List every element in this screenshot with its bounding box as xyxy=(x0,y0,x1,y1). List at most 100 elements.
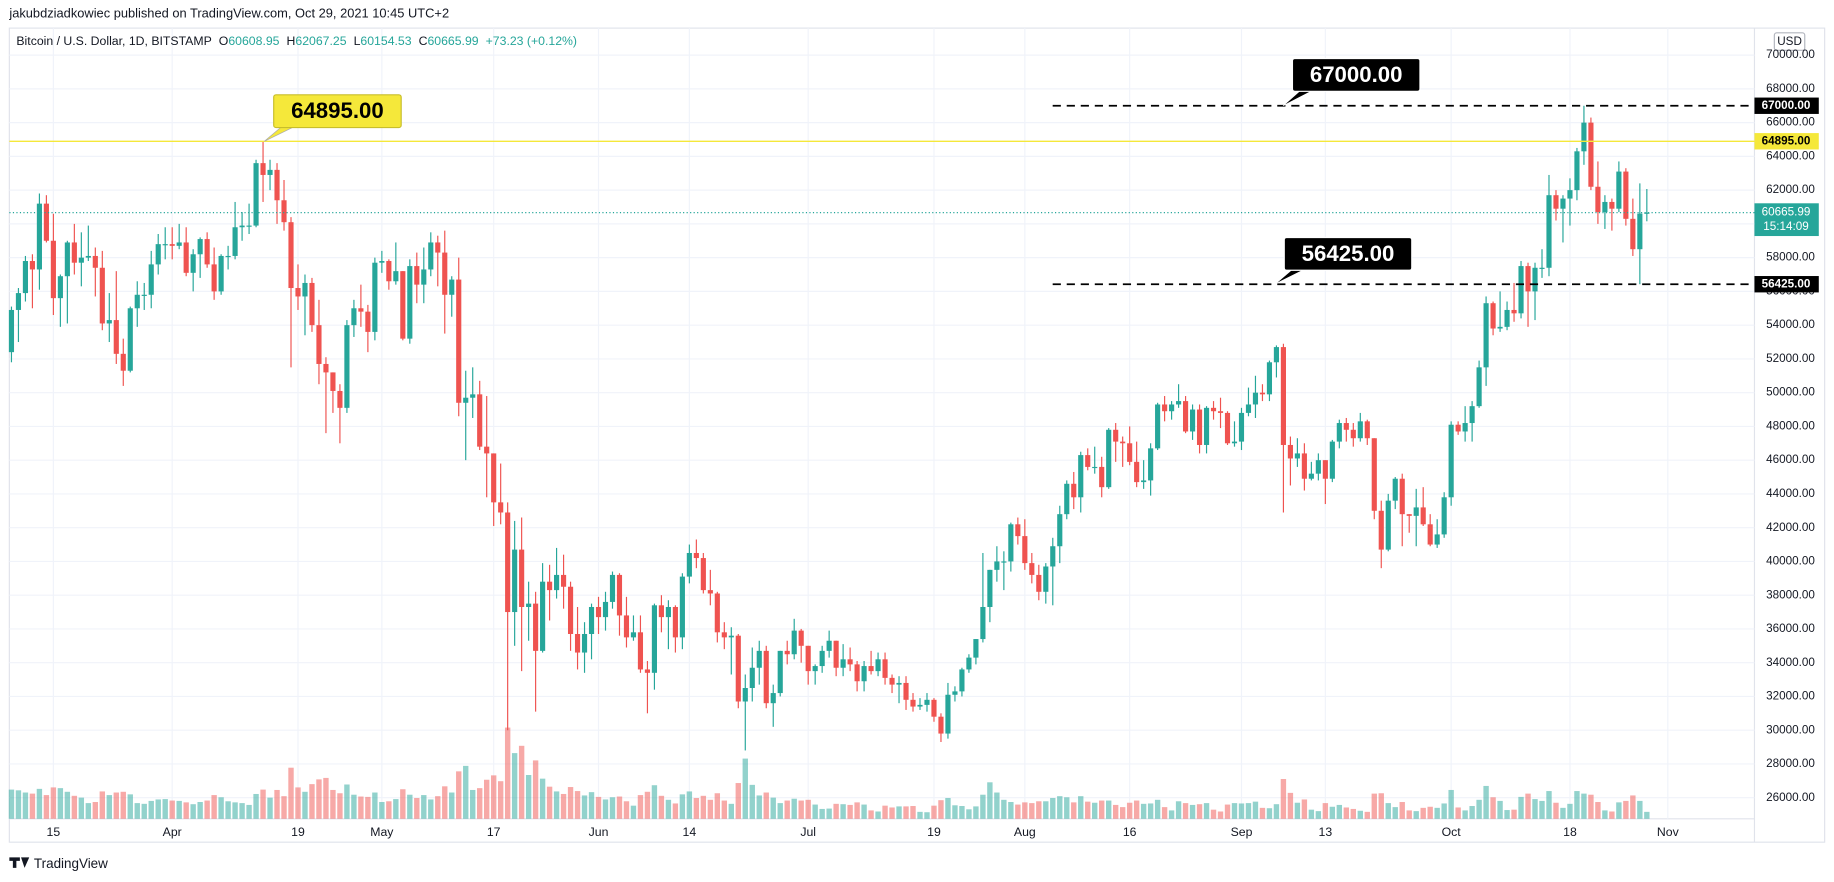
candle-body xyxy=(1176,401,1182,405)
level-badge xyxy=(1754,276,1819,293)
legend-close-label: C xyxy=(419,34,428,48)
volume-bar xyxy=(281,796,287,819)
volume-bar xyxy=(644,791,651,819)
candle-body xyxy=(1392,478,1398,501)
volume-bar xyxy=(1392,807,1398,819)
volume-bar xyxy=(50,787,57,819)
volume-bar xyxy=(1287,792,1294,819)
volume-bar xyxy=(889,807,895,819)
candle-body xyxy=(512,549,518,613)
volume-bar xyxy=(623,801,630,819)
volume-bar xyxy=(756,795,762,819)
candle-body xyxy=(1029,563,1035,575)
volume-bar xyxy=(372,792,378,819)
candle-body xyxy=(1371,438,1377,511)
candle-body xyxy=(1490,303,1496,329)
candle-body xyxy=(78,257,84,263)
volume-bar xyxy=(1133,800,1140,819)
volume-bar xyxy=(169,800,175,819)
candle-body xyxy=(428,242,434,270)
y-tick-label: 28000.00 xyxy=(1766,757,1815,770)
volume-bar xyxy=(1602,810,1608,819)
volume-bar xyxy=(1210,809,1217,819)
level-badge-label: 56425.00 xyxy=(1762,277,1811,290)
volume-bar xyxy=(1294,802,1301,819)
candle-body xyxy=(1483,303,1489,368)
candle-body xyxy=(1183,401,1189,432)
volume-bar xyxy=(1546,791,1552,819)
legend-change: +73.23 (+0.12%) xyxy=(486,34,577,48)
volume-bar xyxy=(924,812,930,819)
candle-body xyxy=(358,308,364,312)
candle-body xyxy=(288,222,294,289)
candle-body xyxy=(651,605,657,673)
volume-bar xyxy=(463,765,469,819)
volume-bar xyxy=(1008,802,1014,819)
volume-bar xyxy=(1064,797,1070,819)
volume-bar xyxy=(574,791,581,819)
volume-bar xyxy=(218,797,224,819)
candle-body xyxy=(183,242,189,273)
volume-bar xyxy=(351,794,357,819)
callout-box xyxy=(273,94,402,129)
candle-body xyxy=(952,691,958,695)
candle-body xyxy=(1113,429,1119,442)
volume-bar xyxy=(1036,801,1042,819)
candle-body xyxy=(938,716,944,734)
legend-open-label: O xyxy=(219,34,229,48)
candle-body xyxy=(1469,406,1475,424)
candle-body xyxy=(714,593,720,633)
volume-bar xyxy=(246,804,252,819)
volume-bar xyxy=(1420,807,1426,819)
candle-body xyxy=(463,397,469,403)
candle-body xyxy=(959,669,965,692)
candle-body xyxy=(1001,561,1007,563)
y-tick-label: 48000.00 xyxy=(1766,420,1815,433)
volume-bar xyxy=(952,805,958,819)
candle-body xyxy=(393,271,399,282)
candle-body xyxy=(176,242,182,246)
x-tick-label: 19 xyxy=(927,825,941,839)
candle-body xyxy=(784,650,790,655)
volume-bar xyxy=(700,795,707,819)
volume-bar xyxy=(798,800,804,819)
candle-body xyxy=(274,169,280,201)
candle-body xyxy=(113,320,119,354)
volume-bar xyxy=(1182,803,1189,819)
candle-body xyxy=(1399,478,1405,515)
volume-bar xyxy=(113,792,119,819)
candle-body xyxy=(1141,480,1147,483)
callout-label: 67000.00 xyxy=(1310,62,1403,87)
volume-bar xyxy=(840,804,846,819)
volume-bar xyxy=(686,791,693,819)
volume-bar xyxy=(29,793,36,819)
volume-bar xyxy=(770,797,776,819)
candle-body xyxy=(1595,186,1601,213)
volume-bar xyxy=(497,781,504,819)
volume-bar xyxy=(1567,803,1573,819)
volume-bar xyxy=(106,795,112,819)
volume-bar xyxy=(525,775,532,819)
candle-body xyxy=(1238,412,1245,442)
volume-bar xyxy=(435,796,441,819)
volume-bar xyxy=(721,800,728,819)
candle-body xyxy=(1259,392,1266,395)
volume-bar xyxy=(1112,804,1119,819)
candle-body xyxy=(777,650,783,694)
candle-body xyxy=(1336,423,1342,442)
volume-bar xyxy=(1322,803,1329,819)
volume-bar xyxy=(819,808,825,819)
volume-bar xyxy=(337,793,343,819)
candle-body xyxy=(1134,461,1140,483)
candle-body xyxy=(1455,424,1461,432)
candle-body xyxy=(323,363,329,373)
candle-body xyxy=(435,242,441,253)
candle-body xyxy=(295,288,301,297)
candle-body xyxy=(365,311,371,332)
volume-bar xyxy=(274,789,280,819)
volume-bar xyxy=(1140,803,1147,819)
volume-bar xyxy=(267,797,273,819)
volume-bar xyxy=(854,802,860,819)
volume-bar xyxy=(714,793,721,819)
volume-bar xyxy=(1238,803,1245,819)
